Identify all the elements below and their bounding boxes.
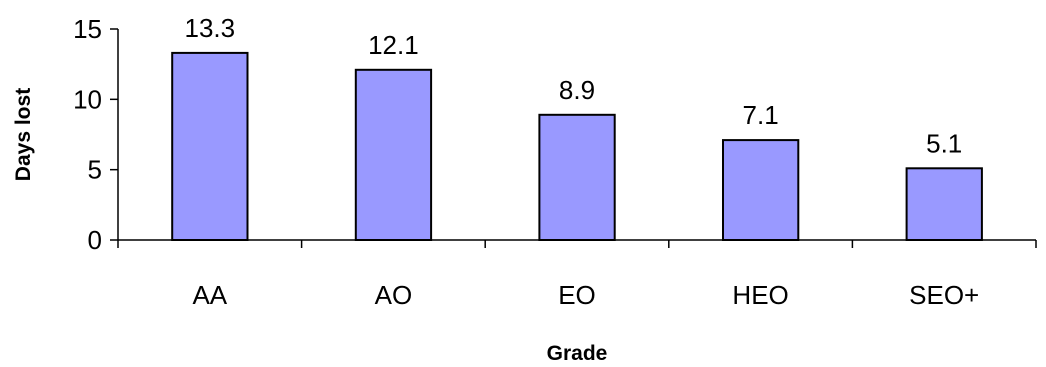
x-tick-label: HEO	[732, 280, 788, 310]
x-axis-title: Grade	[547, 342, 608, 365]
data-label: 7.1	[743, 100, 779, 130]
bar-aa	[171, 51, 249, 242]
x-tick-label: AO	[375, 280, 413, 310]
data-label: 5.1	[926, 128, 962, 158]
plot-area: 13.3 AA 12.1 AO 8.9 EO 7.1 HEO 5.1 SEO+ 0 5 10 15	[73, 13, 1037, 310]
y-tick-label: 15	[73, 14, 102, 44]
data-label: 12.1	[368, 30, 419, 60]
x-tick-label: SEO+	[909, 280, 979, 310]
bar-eo	[538, 113, 616, 241]
bar-seo-	[905, 167, 983, 241]
bar-heo	[722, 139, 800, 242]
y-tick-label: 0	[88, 225, 102, 255]
y-axis-title: Days lost	[12, 88, 35, 181]
y-tick-label: 10	[73, 84, 102, 114]
data-label: 8.9	[559, 75, 595, 105]
x-tick-label: EO	[558, 280, 596, 310]
bar-ao	[354, 68, 433, 241]
data-label: 13.3	[184, 13, 235, 43]
y-tick-label: 5	[88, 155, 102, 185]
x-tick-label: AA	[192, 280, 227, 310]
